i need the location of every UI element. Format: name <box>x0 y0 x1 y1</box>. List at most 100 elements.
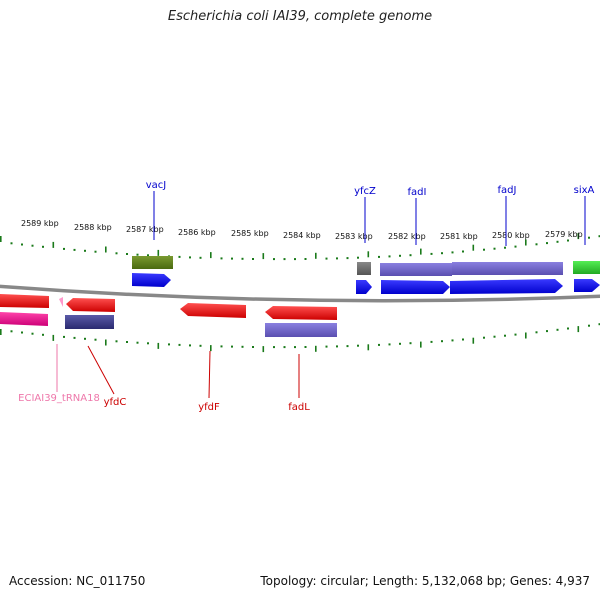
gene-label-trna: ECIAI39_tRNA18 <box>18 393 100 404</box>
minor-tick <box>126 253 128 255</box>
gene-label-fadI: fadI <box>408 187 427 198</box>
feature-left-magenta-block <box>0 312 48 326</box>
major-tick <box>157 249 160 256</box>
minor-tick <box>84 337 86 340</box>
minor-tick <box>273 346 275 349</box>
feature-fadJ-purple <box>452 262 563 275</box>
major-tick <box>525 239 527 246</box>
minor-tick <box>136 253 139 256</box>
minor-tick <box>493 335 496 338</box>
minor-tick <box>388 343 391 346</box>
major-tick <box>472 337 475 344</box>
minor-tick <box>556 328 559 331</box>
minor-tick <box>73 336 76 339</box>
map-title: Escherichia coli IAI39, complete genome <box>167 9 433 24</box>
minor-tick <box>462 250 464 253</box>
kbp-label: 2583 kbp <box>335 232 373 241</box>
minor-tick <box>304 258 307 260</box>
minor-tick <box>10 330 13 333</box>
minor-tick <box>598 235 600 238</box>
minor-tick <box>31 244 34 247</box>
forward-features <box>132 256 600 294</box>
genome-backbone <box>0 284 600 303</box>
minor-tick <box>588 324 590 327</box>
minor-tick <box>567 239 569 242</box>
reverse-features <box>0 294 337 337</box>
major-tick <box>262 253 265 260</box>
major-tick <box>420 341 422 348</box>
major-tick <box>210 252 212 259</box>
feature-sixA-green <box>573 261 600 274</box>
minor-tick <box>409 254 412 257</box>
minor-tick <box>441 252 443 255</box>
gene-label-yfdC: yfdC <box>104 397 127 408</box>
gene-label-fadJ: fadJ <box>498 185 517 196</box>
minor-tick <box>399 254 401 257</box>
feature-yfdC-arrow <box>66 298 115 312</box>
major-tick <box>210 345 212 352</box>
minor-tick <box>31 332 34 335</box>
minor-tick <box>504 246 506 249</box>
minor-tick <box>21 243 23 246</box>
minor-tick <box>546 242 548 245</box>
minor-tick <box>598 323 600 326</box>
major-tick <box>105 339 107 346</box>
minor-tick <box>556 240 559 243</box>
minor-tick <box>94 250 97 253</box>
gene-label-fadL: fadL <box>288 402 310 413</box>
minor-tick <box>147 254 149 257</box>
minor-tick <box>168 343 170 346</box>
minor-tick <box>430 340 433 343</box>
feature-yfdC-navy-block <box>65 315 114 329</box>
feature-fadL-purple-block <box>265 323 337 337</box>
minor-tick <box>325 345 328 348</box>
minor-tick <box>10 242 13 245</box>
minor-tick <box>357 256 359 259</box>
feature-vacJ-arrow <box>132 273 171 287</box>
feature-fadI-purple <box>380 263 452 276</box>
kbp-label: 2585 kbp <box>231 229 269 238</box>
feature-yfdF-arrow <box>180 303 246 318</box>
major-tick <box>367 344 370 351</box>
minor-tick <box>451 339 454 342</box>
minor-tick <box>588 236 590 239</box>
minor-tick <box>462 338 464 341</box>
minor-tick <box>63 247 65 250</box>
minor-tick <box>42 245 44 248</box>
minor-tick <box>283 258 286 261</box>
outer-tick-ring <box>0 233 600 261</box>
minor-tick <box>304 346 307 348</box>
major-tick <box>52 334 55 341</box>
minor-tick <box>514 245 517 248</box>
gene-label-vacJ: vacJ <box>146 180 167 191</box>
genome-stats-text: Topology: circular; Length: 5,132,068 bp… <box>260 574 590 588</box>
minor-tick <box>178 343 181 346</box>
minor-tick <box>346 345 349 348</box>
major-tick <box>52 241 55 248</box>
major-tick <box>472 244 475 251</box>
minor-tick <box>147 342 149 345</box>
feature-sixA-arrow <box>574 279 600 292</box>
leader-yfdF <box>208 350 211 399</box>
minor-tick <box>199 256 202 259</box>
major-tick <box>157 342 160 349</box>
kbp-label: 2579 kbp <box>545 230 583 239</box>
accession-text: Accession: NC_011750 <box>9 574 146 588</box>
minor-tick <box>493 247 496 250</box>
minor-tick <box>483 336 485 339</box>
kbp-label: 2580 kbp <box>492 231 530 240</box>
minor-tick <box>504 334 506 337</box>
minor-tick <box>220 257 223 260</box>
kbp-label: 2588 kbp <box>74 223 112 232</box>
minor-tick <box>336 345 338 348</box>
minor-tick <box>535 331 538 334</box>
major-tick <box>420 248 422 255</box>
minor-tick <box>336 257 338 260</box>
gene-label-yfcZ: yfcZ <box>354 186 376 197</box>
kbp-label: 2586 kbp <box>178 228 216 237</box>
minor-tick <box>189 256 191 259</box>
minor-tick <box>399 342 401 345</box>
minor-tick <box>441 340 443 343</box>
kbp-label: 2584 kbp <box>283 231 321 240</box>
